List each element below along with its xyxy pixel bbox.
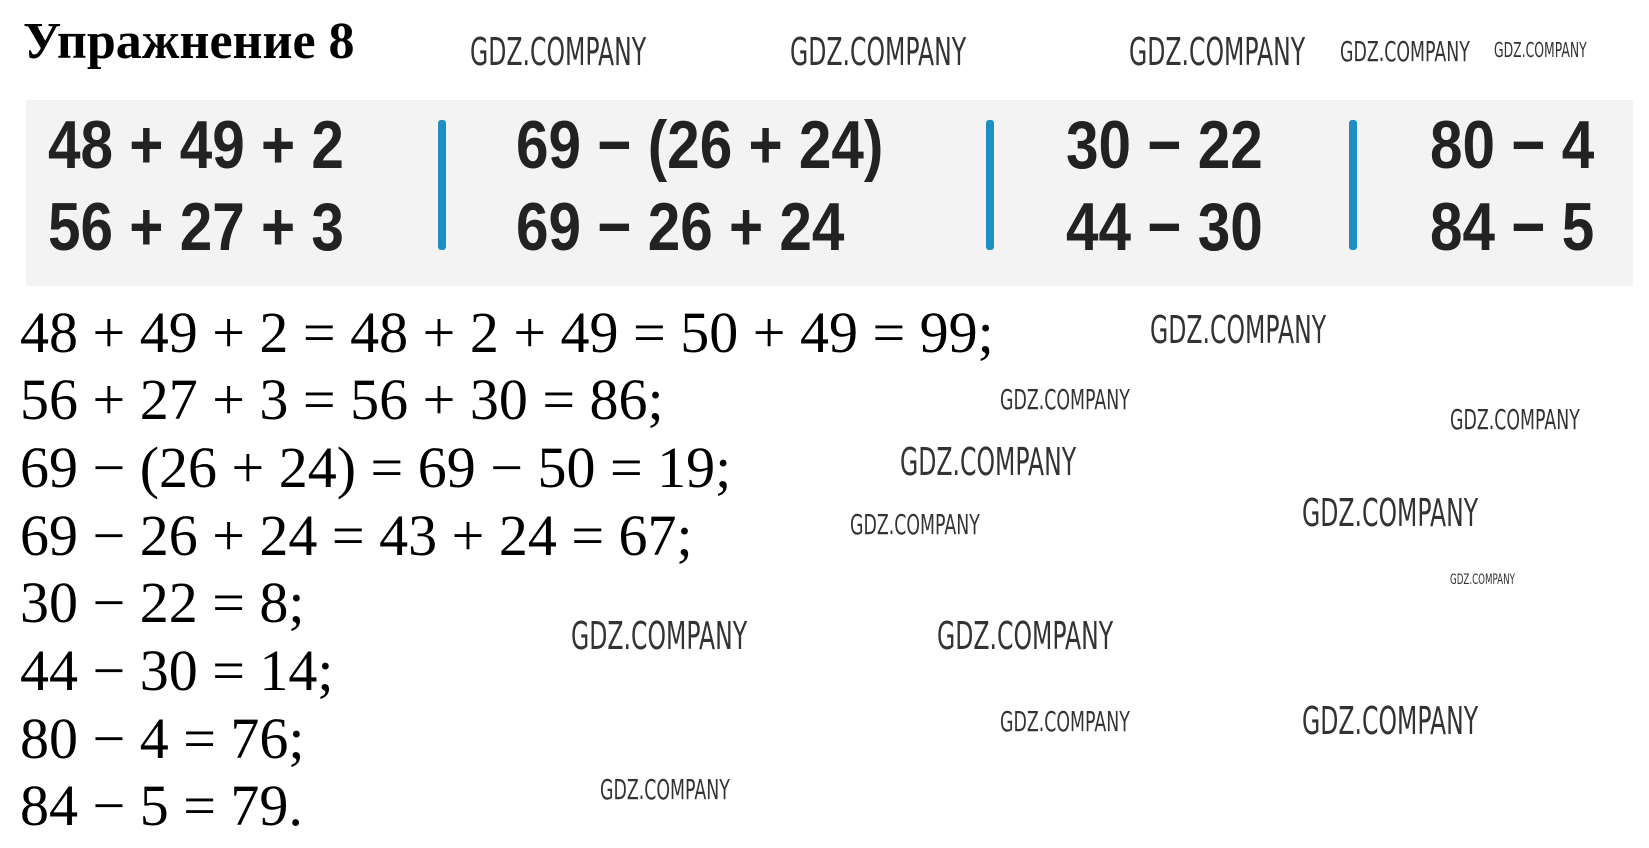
watermark: GDZ.COMPANY [1000,383,1130,416]
expression: 69 − 26 + 24 [516,189,845,265]
answer-line: 80 − 4 = 76; [20,706,305,771]
column-divider [1349,120,1357,250]
watermark: GDZ.COMPANY [900,440,1077,484]
expression: 30 − 22 [1066,107,1263,183]
answer-line: 84 − 5 = 79. [20,773,303,838]
answer-line: 44 − 30 = 14; [20,638,334,703]
watermark: GDZ.COMPANY [1150,308,1327,352]
column-divider [986,120,994,250]
watermark: GDZ.COMPANY [1340,35,1470,68]
expression: 84 − 5 [1430,189,1595,265]
answer-line: 30 − 22 = 8; [20,570,305,635]
answer-line: 56 + 27 + 3 = 56 + 30 = 86; [20,367,664,432]
watermark: GDZ.COMPANY [571,614,748,658]
exercise-title: Упражнение 8 [23,13,355,70]
textbook-excerpt [26,100,1633,286]
watermark: GDZ.COMPANY [937,614,1114,658]
watermark: GDZ.COMPANY [1302,491,1479,535]
watermark: GDZ.COMPANY [1450,572,1515,588]
expression: 48 + 49 + 2 [48,107,344,183]
watermark: GDZ.COMPANY [1494,38,1587,62]
answer-line: 48 + 49 + 2 = 48 + 2 + 49 = 50 + 49 = 99… [20,300,994,365]
watermark: GDZ.COMPANY [1302,699,1479,743]
watermark: GDZ.COMPANY [1000,705,1130,738]
watermark: GDZ.COMPANY [600,773,730,806]
answer-line: 69 − 26 + 24 = 43 + 24 = 67; [20,503,693,568]
watermark: GDZ.COMPANY [850,508,980,541]
answer-line: 69 − (26 + 24) = 69 − 50 = 19; [20,435,732,500]
watermark: GDZ.COMPANY [790,30,967,74]
expression: 69 − (26 + 24) [516,107,884,183]
watermark: GDZ.COMPANY [1450,403,1580,436]
column-divider [438,120,446,250]
watermark: GDZ.COMPANY [1129,30,1306,74]
expression: 80 − 4 [1430,107,1595,183]
expression: 44 − 30 [1066,189,1263,265]
expression: 56 + 27 + 3 [48,189,344,265]
watermark: GDZ.COMPANY [470,30,647,74]
